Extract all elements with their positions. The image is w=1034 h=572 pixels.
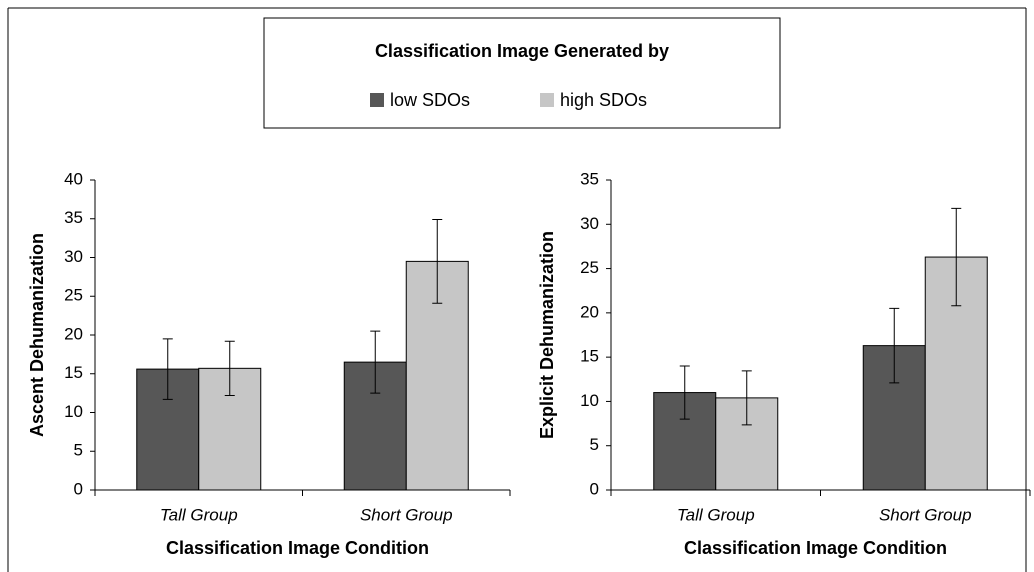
- x-axis-title: Classification Image Condition: [166, 538, 429, 558]
- y-tick-label: 35: [580, 169, 599, 188]
- error-bar: [679, 365, 690, 420]
- y-tick-label: 10: [64, 402, 83, 421]
- error-bar: [741, 370, 752, 426]
- y-tick-label: 15: [580, 347, 599, 366]
- error-bar: [432, 219, 443, 304]
- error-bar: [224, 340, 235, 396]
- x-tick-label: Short Group: [879, 505, 972, 524]
- y-tick-label: 10: [580, 391, 599, 410]
- legend-label: high SDOs: [560, 90, 647, 110]
- y-tick-label: 30: [64, 247, 83, 266]
- y-tick-label: 20: [580, 302, 599, 321]
- y-tick-label: 30: [580, 214, 599, 233]
- y-tick-label: 40: [64, 169, 83, 188]
- y-axis-title: Ascent Dehumanization: [27, 233, 47, 437]
- y-tick-label: 35: [64, 208, 83, 227]
- legend-box: [263, 17, 781, 129]
- y-tick-label: 25: [580, 258, 599, 277]
- y-tick-label: 15: [64, 363, 83, 382]
- legend-swatch: [370, 93, 384, 107]
- x-axis-title: Classification Image Condition: [684, 538, 947, 558]
- legend-swatch: [540, 93, 554, 107]
- y-axis-title: Explicit Dehumanization: [537, 231, 557, 439]
- x-tick-label: Short Group: [360, 505, 453, 524]
- error-bar: [951, 207, 962, 307]
- error-bar: [370, 330, 381, 394]
- y-tick-label: 0: [590, 479, 599, 498]
- y-tick-label: 25: [64, 286, 83, 305]
- error-bar: [162, 338, 173, 400]
- legend-label: low SDOs: [390, 90, 470, 110]
- x-tick-label: Tall Group: [160, 505, 238, 524]
- y-tick-label: 20: [64, 324, 83, 343]
- error-bar: [889, 307, 900, 384]
- legend-title: Classification Image Generated by: [375, 41, 669, 61]
- x-tick-label: Tall Group: [677, 505, 755, 524]
- y-tick-label: 5: [590, 435, 599, 454]
- y-tick-label: 0: [74, 479, 83, 498]
- y-tick-label: 5: [74, 441, 83, 460]
